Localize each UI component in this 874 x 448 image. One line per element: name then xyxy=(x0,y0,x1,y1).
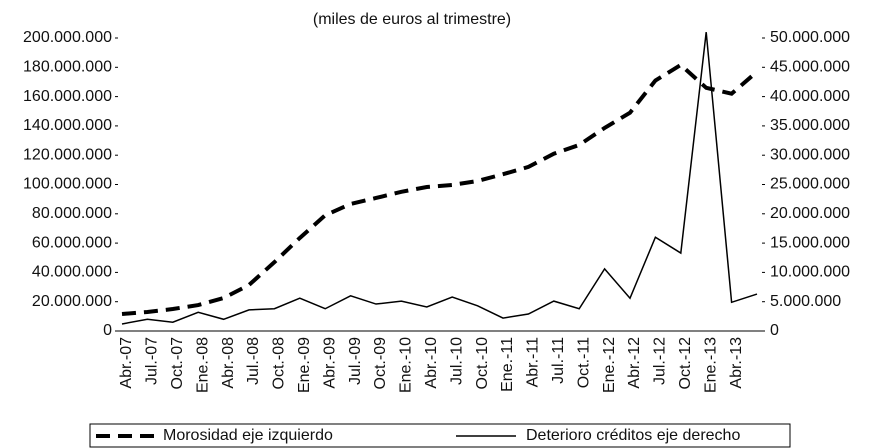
y-tick-label: 40.000.000 xyxy=(32,264,112,281)
y-tick-label: 100.000.000 xyxy=(23,176,112,193)
x-tick-label: Oct.-11 xyxy=(575,337,592,388)
legend-label: Morosidad eje izquierdo xyxy=(163,427,333,444)
x-tick-label: Ene.-13 xyxy=(702,337,719,393)
y2-tick-label: 0 xyxy=(770,322,779,339)
x-tick-label: Jul.-12 xyxy=(652,337,669,385)
x-tick-label: Oct.-12 xyxy=(677,337,694,390)
y-tick-label: 0 xyxy=(103,322,112,339)
y2-tick-label: 20.000.000 xyxy=(770,205,850,222)
y-tick-label: 80.000.000 xyxy=(32,205,112,222)
x-tick-label: Abr.-12 xyxy=(626,337,643,389)
x-tick-label: Abr.-08 xyxy=(220,337,237,389)
x-tick-label: Jul.-07 xyxy=(144,337,161,385)
x-tick-label: Ene.-11 xyxy=(499,337,516,392)
y-tick-label: 120.000.000 xyxy=(23,146,112,163)
x-tick-label: Jul.-11 xyxy=(550,337,567,384)
y2-tick-label: 45.000.000 xyxy=(770,59,850,76)
x-tick-label: Abr.-07 xyxy=(118,337,135,389)
y-tick-label: 140.000.000 xyxy=(23,117,112,134)
y-tick-label: 200.000.000 xyxy=(23,29,112,46)
y2-tick-label: 25.000.000 xyxy=(770,176,850,193)
y2-tick-label: 50.000.000 xyxy=(770,29,850,46)
series-line xyxy=(121,32,758,325)
x-tick-label: Jul.-10 xyxy=(448,337,465,385)
chart-title: (miles de euros al trimestre) xyxy=(313,11,511,28)
x-tick-label: Ene.-12 xyxy=(601,337,618,393)
y2-tick-label: 10.000.000 xyxy=(770,264,850,281)
x-tick-label: Oct.-07 xyxy=(169,337,186,390)
x-tick-label: Jul.-08 xyxy=(245,337,262,385)
series-line xyxy=(121,62,759,316)
y2-tick-label: 40.000.000 xyxy=(770,88,850,105)
x-tick-label: Abr.-10 xyxy=(423,337,440,389)
x-tick-label: Abr.-09 xyxy=(321,337,338,389)
x-tick-label: Oct.-08 xyxy=(271,337,288,390)
y2-tick-label: 35.000.000 xyxy=(770,117,850,134)
x-tick-label: Oct.-09 xyxy=(372,337,389,390)
x-tick-label: Ene.-08 xyxy=(194,337,211,393)
y-tick-label: 60.000.000 xyxy=(32,234,112,251)
x-tick-label: Ene.-10 xyxy=(398,337,415,393)
y-tick-label: 180.000.000 xyxy=(23,59,112,76)
x-tick-label: Oct.-10 xyxy=(474,337,491,390)
y2-tick-label: 5.000.000 xyxy=(770,293,841,310)
y-tick-label: 160.000.000 xyxy=(23,88,112,105)
y2-tick-label: 30.000.000 xyxy=(770,146,850,163)
x-tick-label: Jul.-09 xyxy=(347,337,364,385)
x-tick-label: Ene.-09 xyxy=(296,337,313,393)
y-tick-label: 20.000.000 xyxy=(32,293,112,310)
legend-label: Deterioro créditos eje derecho xyxy=(526,427,740,444)
x-tick-label: Abr.-13 xyxy=(728,337,745,389)
y2-tick-label: 15.000.000 xyxy=(770,234,850,251)
legend-box xyxy=(89,423,791,448)
x-tick-label: Abr.-11 xyxy=(525,337,542,388)
